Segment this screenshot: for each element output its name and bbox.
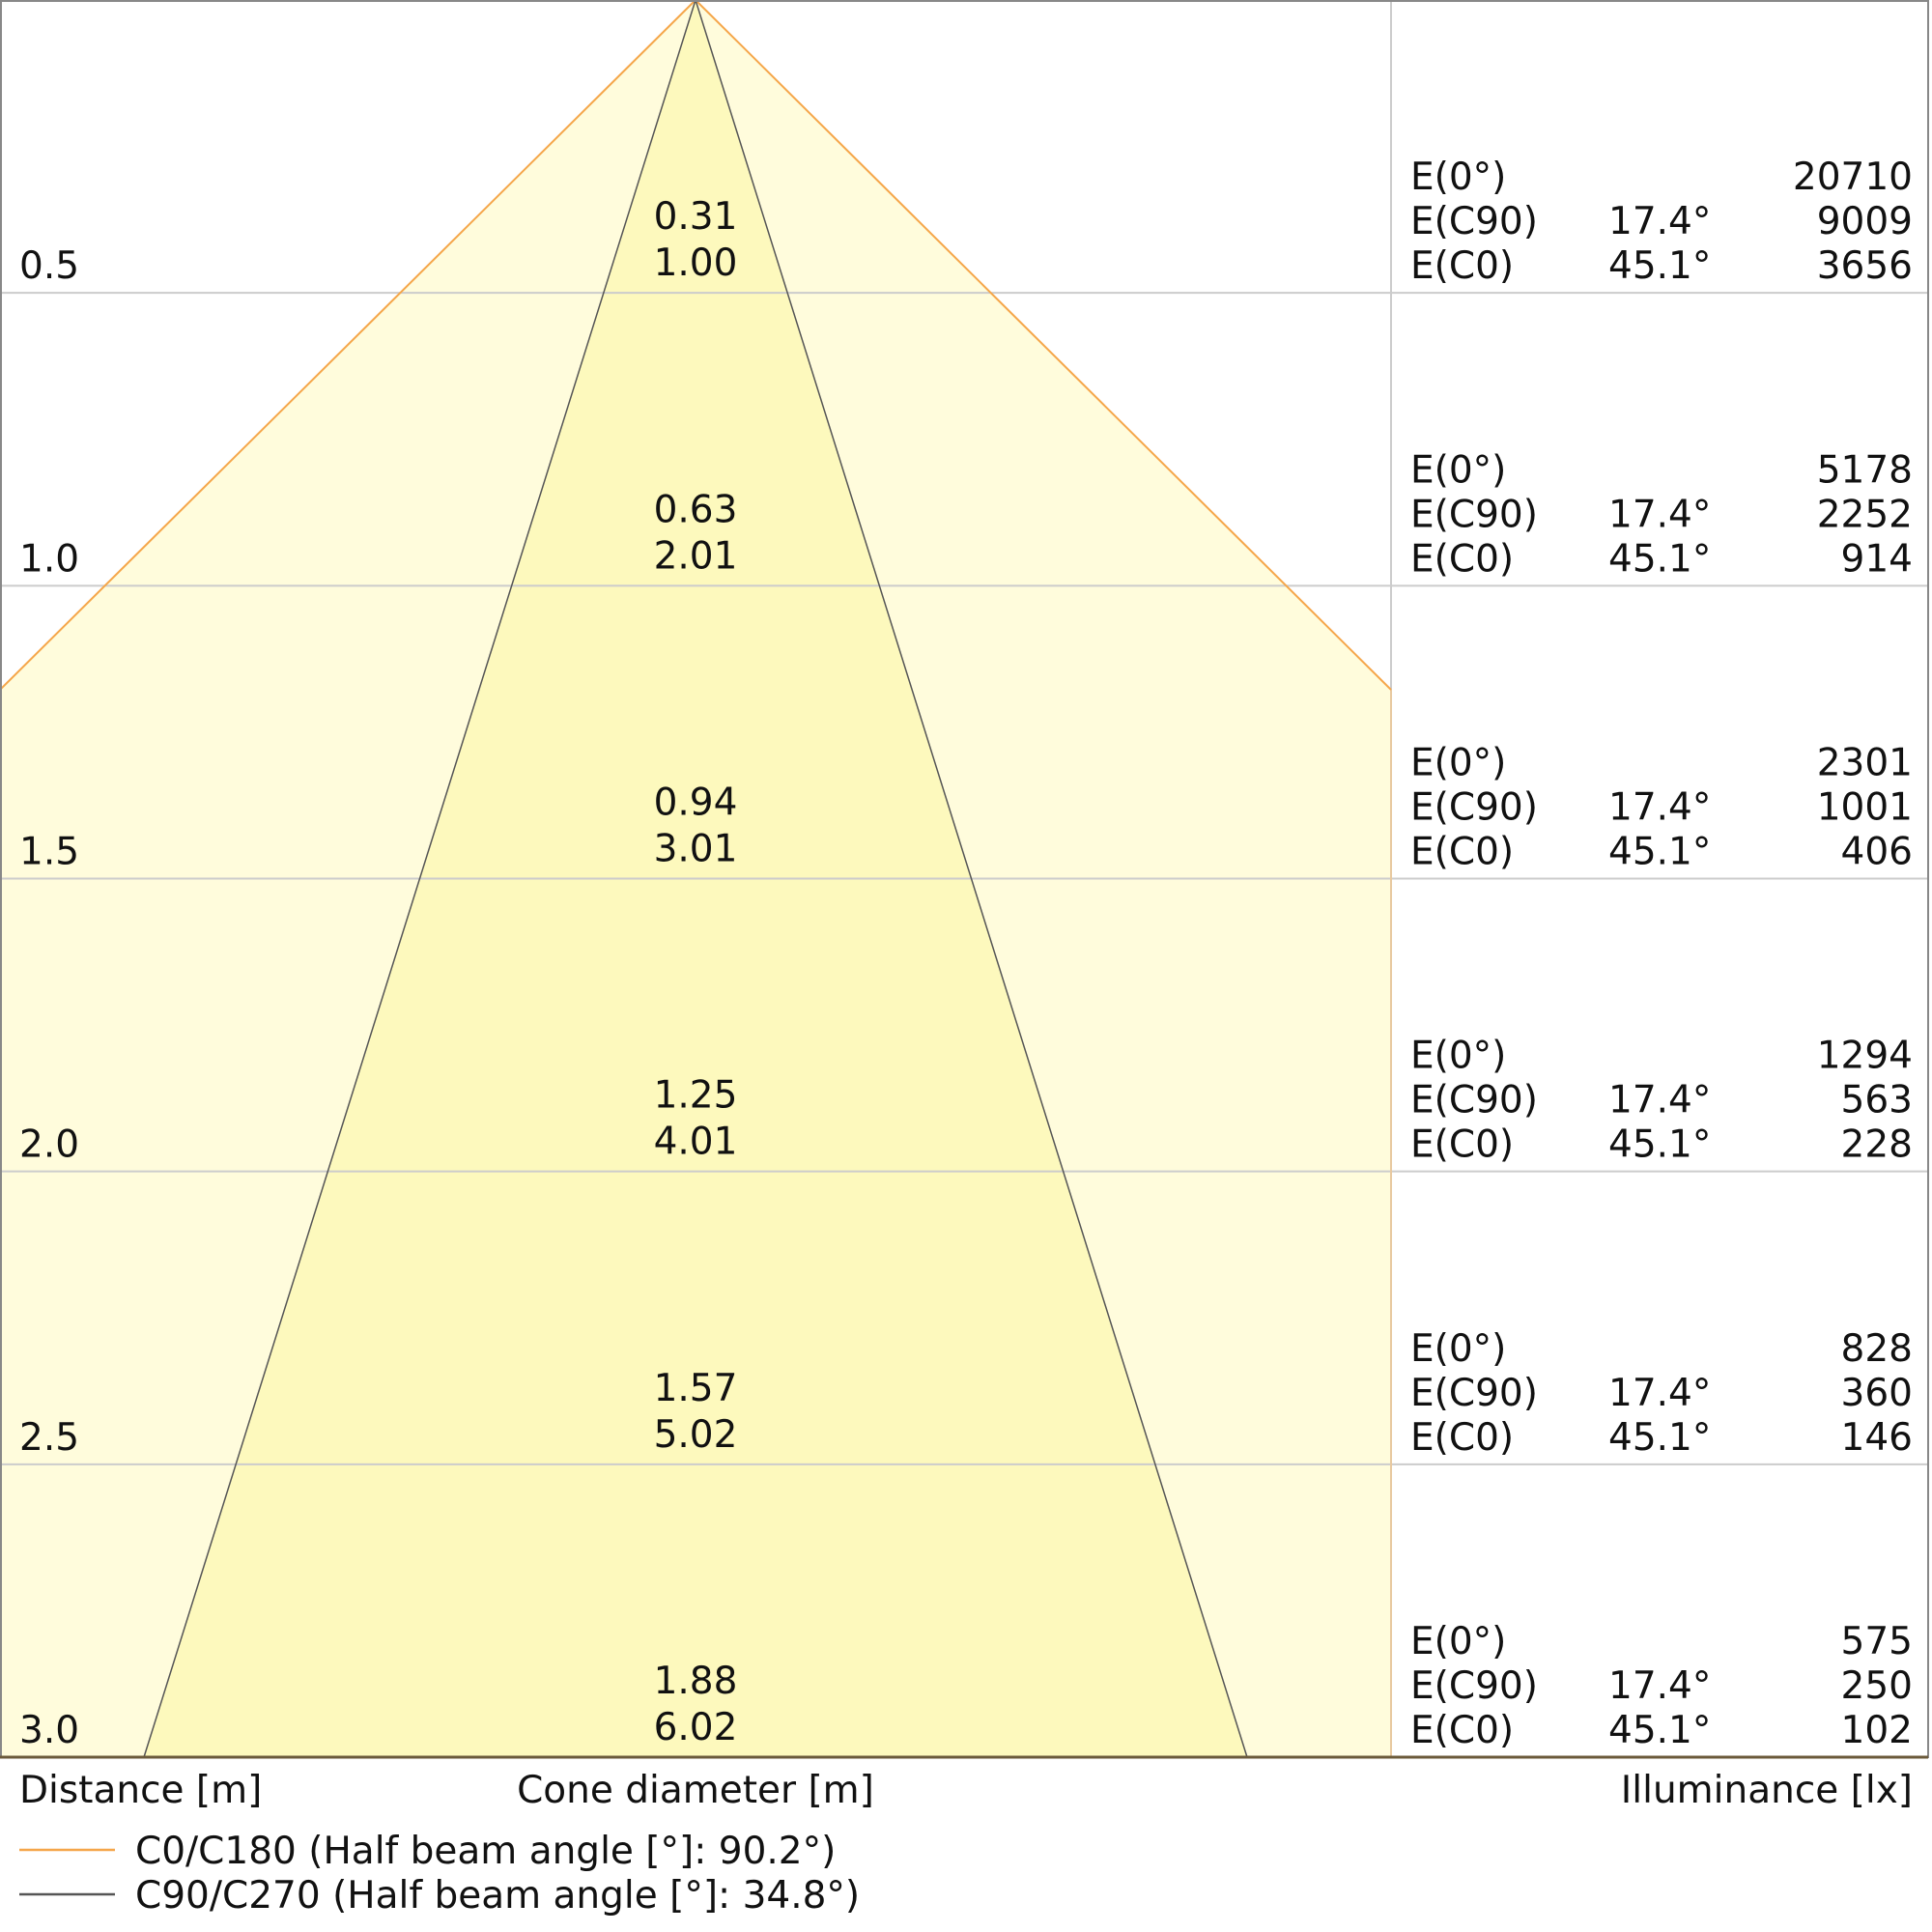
- c0-diameter-label: 3.01: [654, 828, 738, 871]
- ec90-angle: 17.4°: [1608, 1079, 1711, 1122]
- e0-value: 575: [1841, 1620, 1913, 1663]
- ec0-label: E(C0): [1410, 1416, 1514, 1460]
- c0-beam-line: [0, 0, 1392, 691]
- x-axis-label-cone-diameter: Cone diameter [m]: [517, 1769, 874, 1812]
- ec90-angle: 17.4°: [1608, 493, 1711, 536]
- distance-tick-label: 0.5: [19, 244, 79, 288]
- c90-diameter-label: 1.88: [654, 1660, 738, 1703]
- c0-diameter-label: 6.02: [654, 1706, 738, 1749]
- c90-diameter-label: 0.31: [654, 195, 738, 239]
- e0-label: E(0°): [1410, 1620, 1506, 1663]
- ec90-angle: 17.4°: [1608, 786, 1711, 830]
- ec0-label: E(C0): [1410, 831, 1514, 874]
- ec90-value: 250: [1841, 1664, 1913, 1708]
- x-axis-label-illuminance: Illuminance [lx]: [1621, 1769, 1913, 1812]
- e0-value: 20710: [1793, 156, 1913, 199]
- ec90-value: 9009: [1817, 200, 1913, 243]
- c0-diameter-label: 2.01: [654, 534, 738, 578]
- ec90-value: 1001: [1817, 786, 1913, 830]
- ec90-label: E(C90): [1410, 1372, 1538, 1415]
- ec0-angle: 45.1°: [1608, 244, 1711, 288]
- distance-tick-label: 2.0: [19, 1123, 79, 1167]
- ec90-label: E(C90): [1410, 200, 1538, 243]
- ec90-label: E(C90): [1410, 493, 1538, 536]
- e0-label: E(0°): [1410, 156, 1506, 199]
- ec90-value: 2252: [1817, 493, 1913, 536]
- distance-tick-label: 2.5: [19, 1416, 79, 1460]
- ec0-angle: 45.1°: [1608, 1709, 1711, 1752]
- e0-value: 2301: [1817, 742, 1913, 785]
- c90-diameter-label: 0.63: [654, 488, 738, 531]
- e0-value: 5178: [1817, 448, 1913, 492]
- distance-tick-label: 1.5: [19, 831, 79, 874]
- ec90-label: E(C90): [1410, 786, 1538, 830]
- ec0-label: E(C0): [1410, 1709, 1514, 1752]
- ec90-value: 360: [1841, 1372, 1913, 1415]
- x-axis-label-distance: Distance [m]: [19, 1769, 262, 1812]
- c90-diameter-label: 0.94: [654, 781, 738, 825]
- e0-label: E(0°): [1410, 1035, 1506, 1078]
- legend-label: C0/C180 (Half beam angle [°]: 90.2°): [135, 1830, 836, 1873]
- ec90-value: 563: [1841, 1079, 1913, 1122]
- c0-diameter-label: 1.00: [654, 242, 738, 285]
- ec90-label: E(C90): [1410, 1079, 1538, 1122]
- ec90-angle: 17.4°: [1608, 1372, 1711, 1415]
- c90-beam-line: [143, 0, 1248, 1758]
- c90-diameter-label: 1.57: [654, 1367, 738, 1410]
- e0-label: E(0°): [1410, 1327, 1506, 1371]
- e0-label: E(0°): [1410, 742, 1506, 785]
- ec0-value: 3656: [1817, 244, 1913, 288]
- ec0-label: E(C0): [1410, 1123, 1514, 1167]
- ec0-value: 914: [1841, 537, 1913, 581]
- c0-diameter-label: 5.02: [654, 1413, 738, 1457]
- ec0-angle: 45.1°: [1608, 1123, 1711, 1167]
- ec0-value: 228: [1841, 1123, 1913, 1167]
- ec90-angle: 17.4°: [1608, 1664, 1711, 1708]
- ec90-angle: 17.4°: [1608, 200, 1711, 243]
- ec0-value: 406: [1841, 831, 1913, 874]
- ec0-value: 146: [1841, 1416, 1913, 1460]
- e0-value: 828: [1841, 1327, 1913, 1371]
- e0-label: E(0°): [1410, 448, 1506, 492]
- ec0-angle: 45.1°: [1608, 537, 1711, 581]
- e0-value: 1294: [1817, 1035, 1913, 1078]
- distance-tick-label: 3.0: [19, 1709, 79, 1752]
- c0-diameter-label: 4.01: [654, 1121, 738, 1164]
- distance-tick-label: 1.0: [19, 537, 79, 581]
- ec0-value: 102: [1841, 1709, 1913, 1752]
- c90-diameter-label: 1.25: [654, 1074, 738, 1118]
- ec0-angle: 45.1°: [1608, 831, 1711, 874]
- ec0-angle: 45.1°: [1608, 1416, 1711, 1460]
- ec90-label: E(C90): [1410, 1664, 1538, 1708]
- ec0-label: E(C0): [1410, 244, 1514, 288]
- ec0-label: E(C0): [1410, 537, 1514, 581]
- legend-label: C90/C270 (Half beam angle [°]: 34.8°): [135, 1874, 860, 1918]
